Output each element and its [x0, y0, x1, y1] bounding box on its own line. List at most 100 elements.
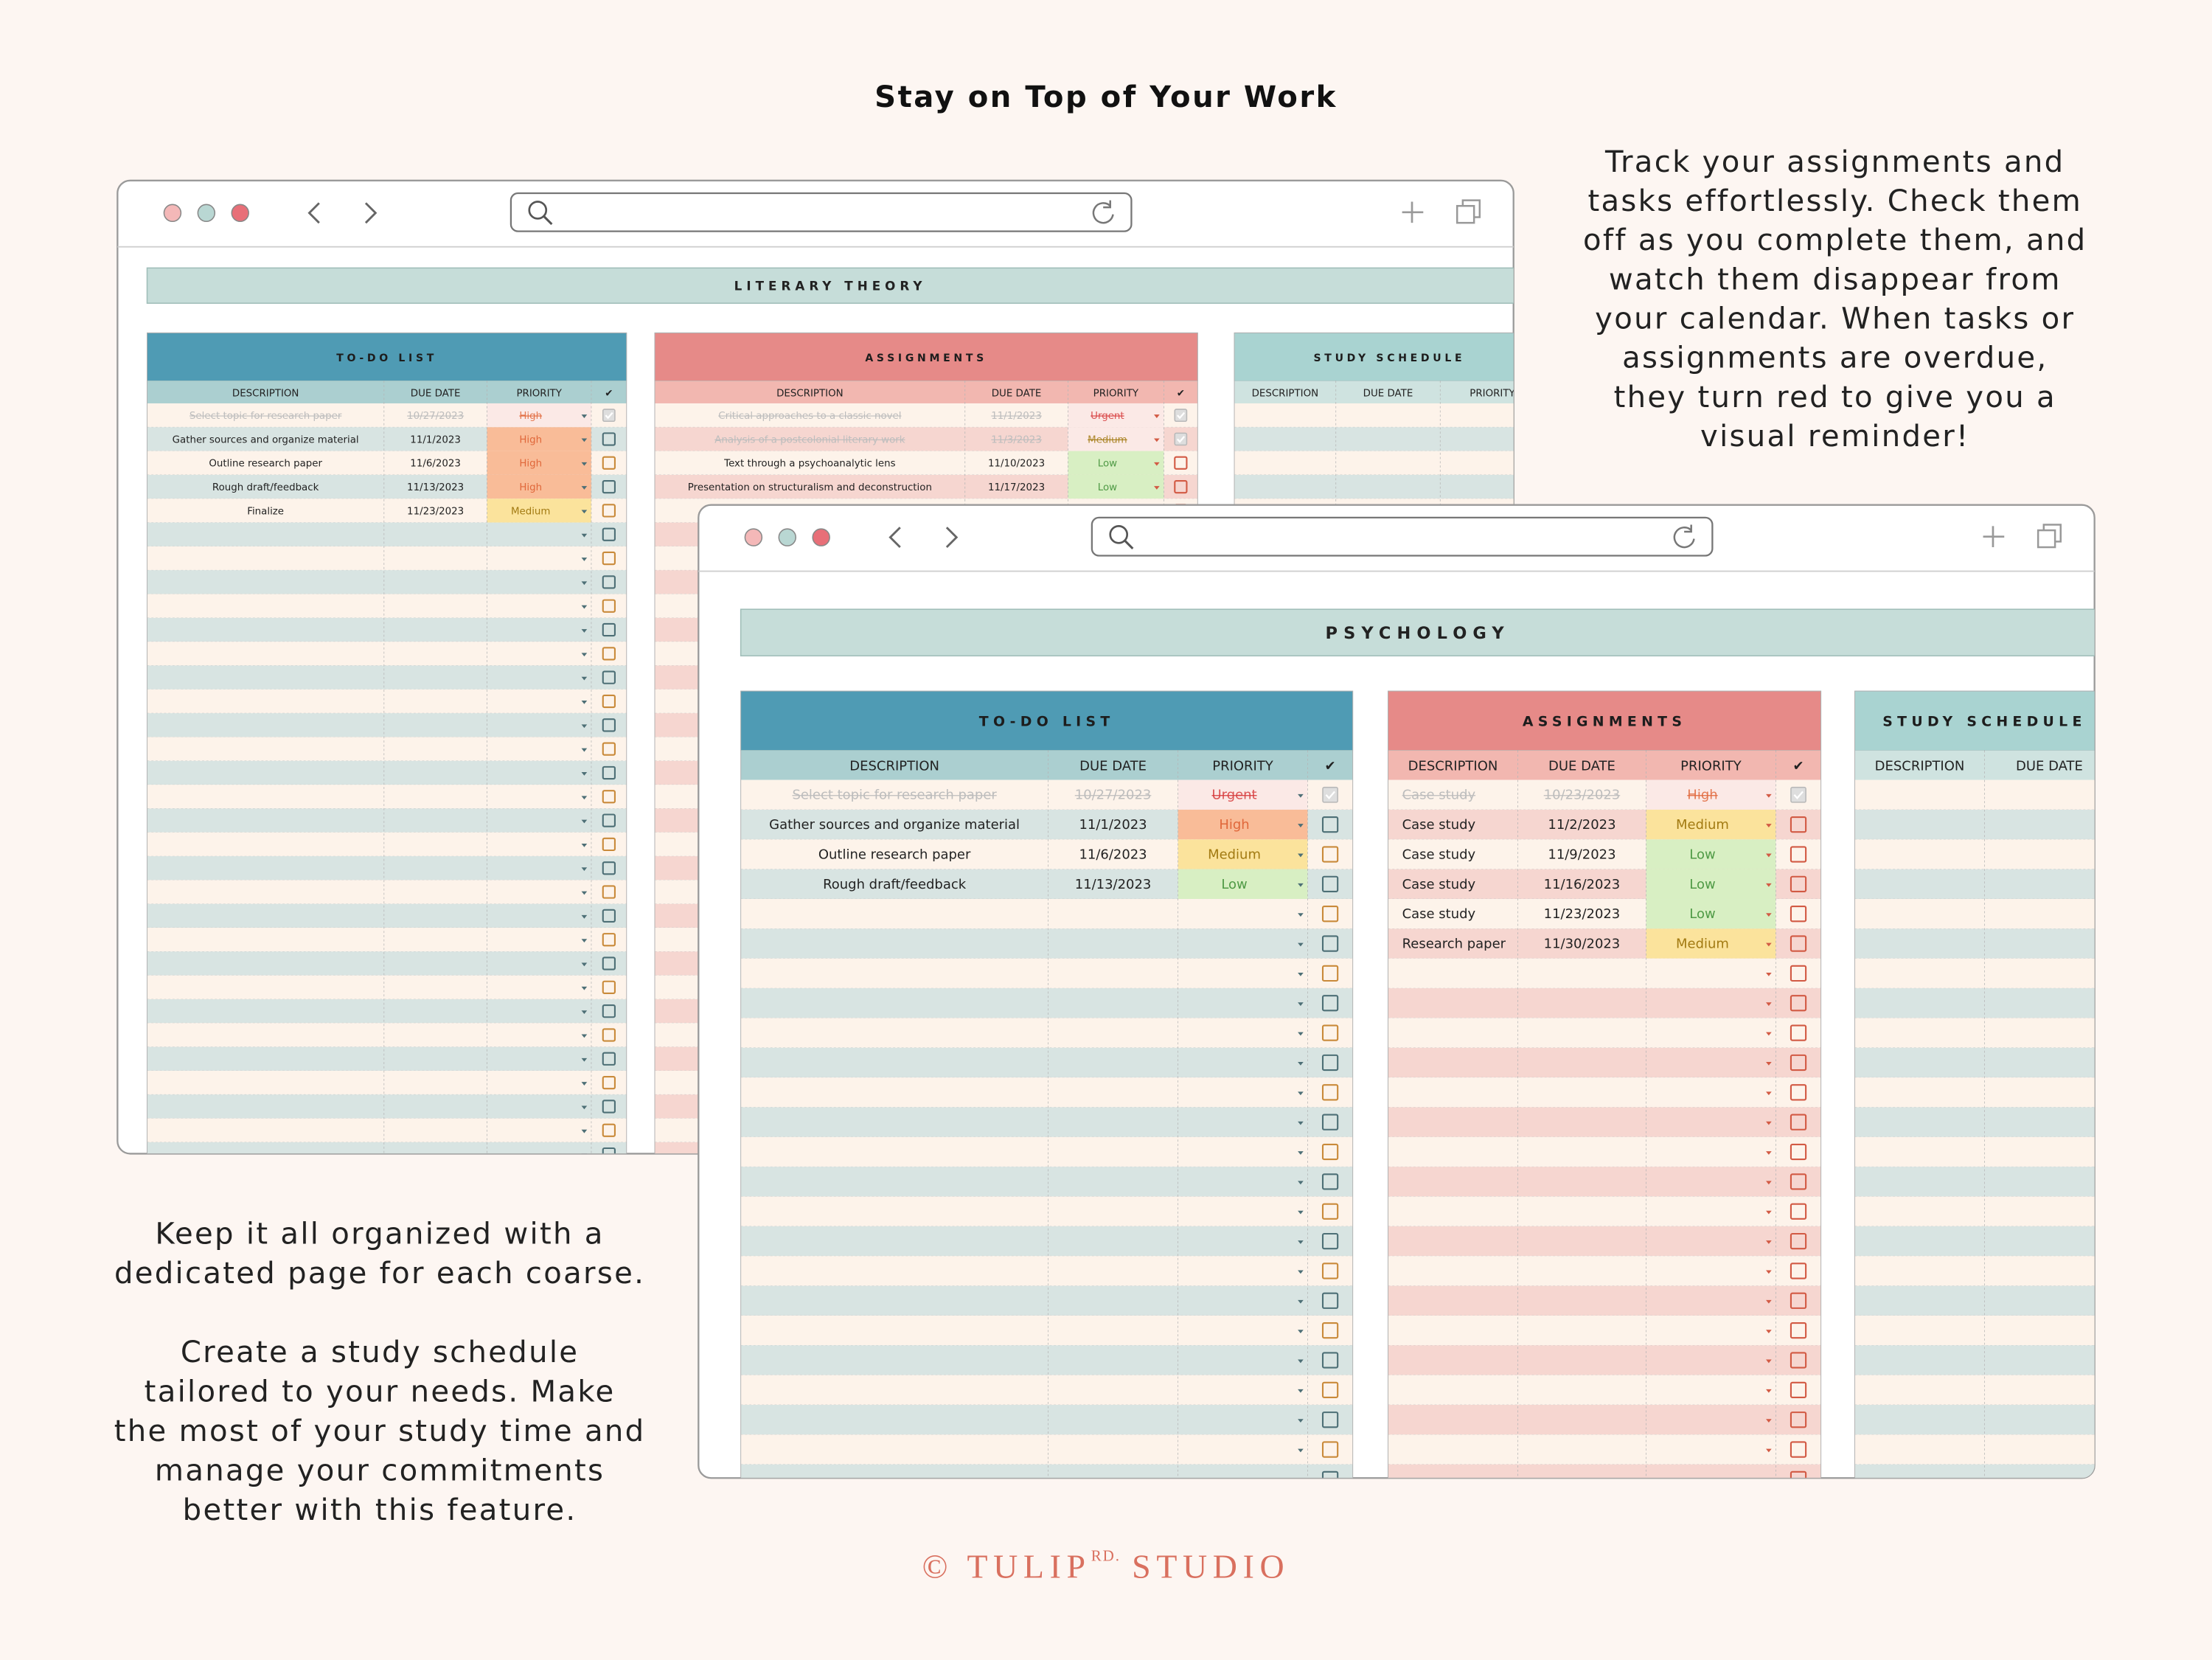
priority-dropdown[interactable]: [1298, 1151, 1304, 1155]
checkbox[interactable]: [1790, 1084, 1807, 1101]
checkbox[interactable]: [1321, 995, 1339, 1012]
priority-dropdown[interactable]: [1766, 883, 1772, 887]
checkbox[interactable]: [1790, 906, 1807, 923]
priority-dropdown[interactable]: [1766, 1181, 1772, 1185]
priority-dropdown[interactable]: [1766, 1210, 1772, 1215]
checkbox[interactable]: [1321, 1024, 1339, 1041]
priority-dropdown[interactable]: [1298, 1299, 1304, 1304]
checkbox[interactable]: [1790, 1263, 1807, 1279]
checkbox[interactable]: [602, 599, 616, 613]
priority-dropdown[interactable]: [1298, 853, 1304, 858]
checkbox[interactable]: [602, 909, 616, 923]
checkbox[interactable]: [602, 670, 616, 684]
checkbox[interactable]: [602, 694, 616, 709]
checkbox[interactable]: [1321, 906, 1339, 923]
priority-dropdown[interactable]: [1766, 1240, 1772, 1244]
checkbox[interactable]: [1790, 965, 1807, 982]
priority-dropdown[interactable]: [581, 914, 588, 919]
forward-button[interactable]: [364, 202, 378, 224]
checkbox[interactable]: [602, 575, 616, 589]
priority-dropdown[interactable]: [581, 962, 588, 967]
checkbox[interactable]: [602, 1147, 616, 1160]
checkbox[interactable]: [1790, 1203, 1807, 1220]
checkbox[interactable]: [1321, 1084, 1339, 1101]
checkbox[interactable]: [602, 504, 616, 518]
checkbox[interactable]: [602, 1075, 616, 1090]
checkbox-checked[interactable]: [1790, 786, 1806, 803]
checkbox[interactable]: [602, 527, 616, 541]
checkbox[interactable]: [602, 837, 616, 852]
checkbox[interactable]: [1321, 965, 1339, 982]
priority-dropdown[interactable]: [581, 748, 588, 752]
priority-dropdown[interactable]: [1298, 1032, 1304, 1036]
priority-dropdown[interactable]: [581, 558, 588, 561]
checkbox[interactable]: [1790, 1114, 1807, 1131]
priority-dropdown[interactable]: [1298, 1389, 1304, 1393]
checkbox[interactable]: [1790, 1381, 1807, 1398]
checkbox-checked[interactable]: [1174, 432, 1188, 446]
checkbox[interactable]: [1790, 1470, 1807, 1487]
priority-dropdown[interactable]: [1298, 942, 1304, 947]
checkbox[interactable]: [602, 813, 616, 827]
priority-dropdown[interactable]: [1298, 1181, 1304, 1185]
checkbox[interactable]: [1790, 1143, 1807, 1161]
priority-dropdown[interactable]: [581, 796, 588, 800]
search-box[interactable]: [1091, 516, 1714, 557]
reload-icon[interactable]: [1092, 200, 1114, 224]
priority-dropdown[interactable]: [581, 867, 588, 872]
checkbox[interactable]: [1790, 846, 1807, 863]
priority-dropdown[interactable]: [1766, 972, 1772, 976]
priority-dropdown[interactable]: [581, 986, 588, 990]
priority-dropdown[interactable]: [581, 486, 588, 490]
priority-dropdown[interactable]: [581, 629, 588, 633]
priority-dropdown[interactable]: [581, 653, 588, 657]
search-box[interactable]: [509, 192, 1133, 232]
checkbox[interactable]: [602, 432, 616, 446]
priority-dropdown[interactable]: [581, 1010, 588, 1014]
checkbox[interactable]: [602, 742, 616, 756]
priority-dropdown[interactable]: [1766, 1062, 1772, 1066]
checkbox[interactable]: [1321, 1263, 1339, 1279]
priority-dropdown[interactable]: [581, 701, 588, 704]
priority-dropdown[interactable]: [1766, 1032, 1772, 1036]
priority-dropdown[interactable]: [1298, 1062, 1304, 1066]
priority-dropdown[interactable]: [581, 819, 588, 824]
priority-dropdown[interactable]: [1766, 824, 1772, 827]
priority-dropdown[interactable]: [1298, 1091, 1304, 1096]
priority-dropdown[interactable]: [581, 462, 588, 466]
priority-dropdown[interactable]: [581, 1129, 588, 1133]
checkbox[interactable]: [1790, 1352, 1807, 1369]
checkbox[interactable]: [1174, 479, 1188, 494]
priority-dropdown[interactable]: [1298, 1270, 1304, 1274]
checkbox[interactable]: [1174, 456, 1188, 470]
checkbox[interactable]: [602, 647, 616, 661]
priority-dropdown[interactable]: [1298, 1448, 1304, 1453]
reload-icon[interactable]: [1673, 524, 1695, 549]
forward-button[interactable]: [945, 527, 959, 549]
priority-dropdown[interactable]: [1766, 793, 1772, 798]
checkbox[interactable]: [602, 718, 616, 732]
checkbox[interactable]: [602, 790, 616, 804]
priority-dropdown[interactable]: [1154, 438, 1160, 442]
priority-dropdown[interactable]: [1298, 883, 1304, 887]
checkbox[interactable]: [602, 1004, 616, 1018]
back-button[interactable]: [888, 527, 901, 549]
priority-dropdown[interactable]: [1154, 414, 1160, 418]
checkbox[interactable]: [1790, 816, 1807, 833]
priority-dropdown[interactable]: [1298, 1359, 1304, 1364]
checkbox[interactable]: [602, 1028, 616, 1042]
priority-dropdown[interactable]: [1154, 486, 1160, 490]
priority-dropdown[interactable]: [1298, 913, 1304, 917]
priority-dropdown[interactable]: [1766, 1299, 1772, 1304]
priority-dropdown[interactable]: [1766, 1419, 1772, 1423]
priority-dropdown[interactable]: [1298, 972, 1304, 976]
checkbox[interactable]: [1321, 1203, 1339, 1220]
checkbox[interactable]: [1790, 1024, 1807, 1041]
priority-dropdown[interactable]: [1766, 853, 1772, 858]
tabs-icon[interactable]: [2037, 529, 2056, 549]
checkbox[interactable]: [1790, 1173, 1807, 1190]
priority-dropdown[interactable]: [1766, 1091, 1772, 1096]
priority-dropdown[interactable]: [581, 939, 588, 943]
priority-dropdown[interactable]: [1766, 942, 1772, 947]
checkbox[interactable]: [602, 885, 616, 899]
